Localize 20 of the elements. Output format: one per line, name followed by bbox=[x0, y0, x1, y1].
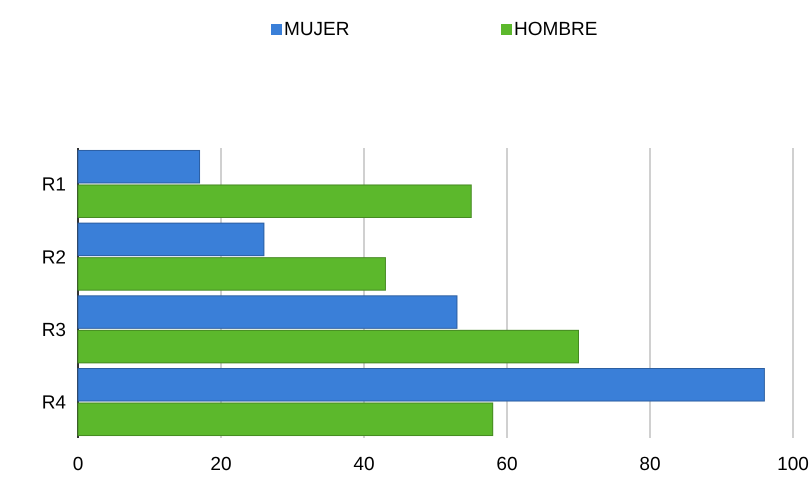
bar bbox=[78, 295, 458, 329]
x-tick-label: 40 bbox=[353, 454, 375, 475]
bar bbox=[78, 402, 494, 436]
x-tick-label: 80 bbox=[639, 454, 661, 475]
bar bbox=[78, 330, 579, 364]
y-tick-label: R2 bbox=[42, 247, 66, 268]
bar bbox=[78, 184, 472, 218]
bar bbox=[78, 222, 264, 256]
y-tick-label: R1 bbox=[42, 174, 66, 196]
y-tick-label: R4 bbox=[42, 392, 66, 414]
legend-label: HOMBRE bbox=[514, 19, 598, 40]
y-tick-label: R3 bbox=[42, 320, 66, 341]
x-tick-label: 60 bbox=[496, 454, 518, 475]
bar bbox=[78, 368, 765, 402]
bar bbox=[78, 150, 200, 184]
x-tick-label: 100 bbox=[777, 454, 809, 475]
x-tick-label: 20 bbox=[210, 454, 232, 475]
bar bbox=[78, 257, 386, 291]
x-tick-label: 0 bbox=[72, 454, 84, 475]
legend-label: MUJER bbox=[284, 19, 350, 40]
